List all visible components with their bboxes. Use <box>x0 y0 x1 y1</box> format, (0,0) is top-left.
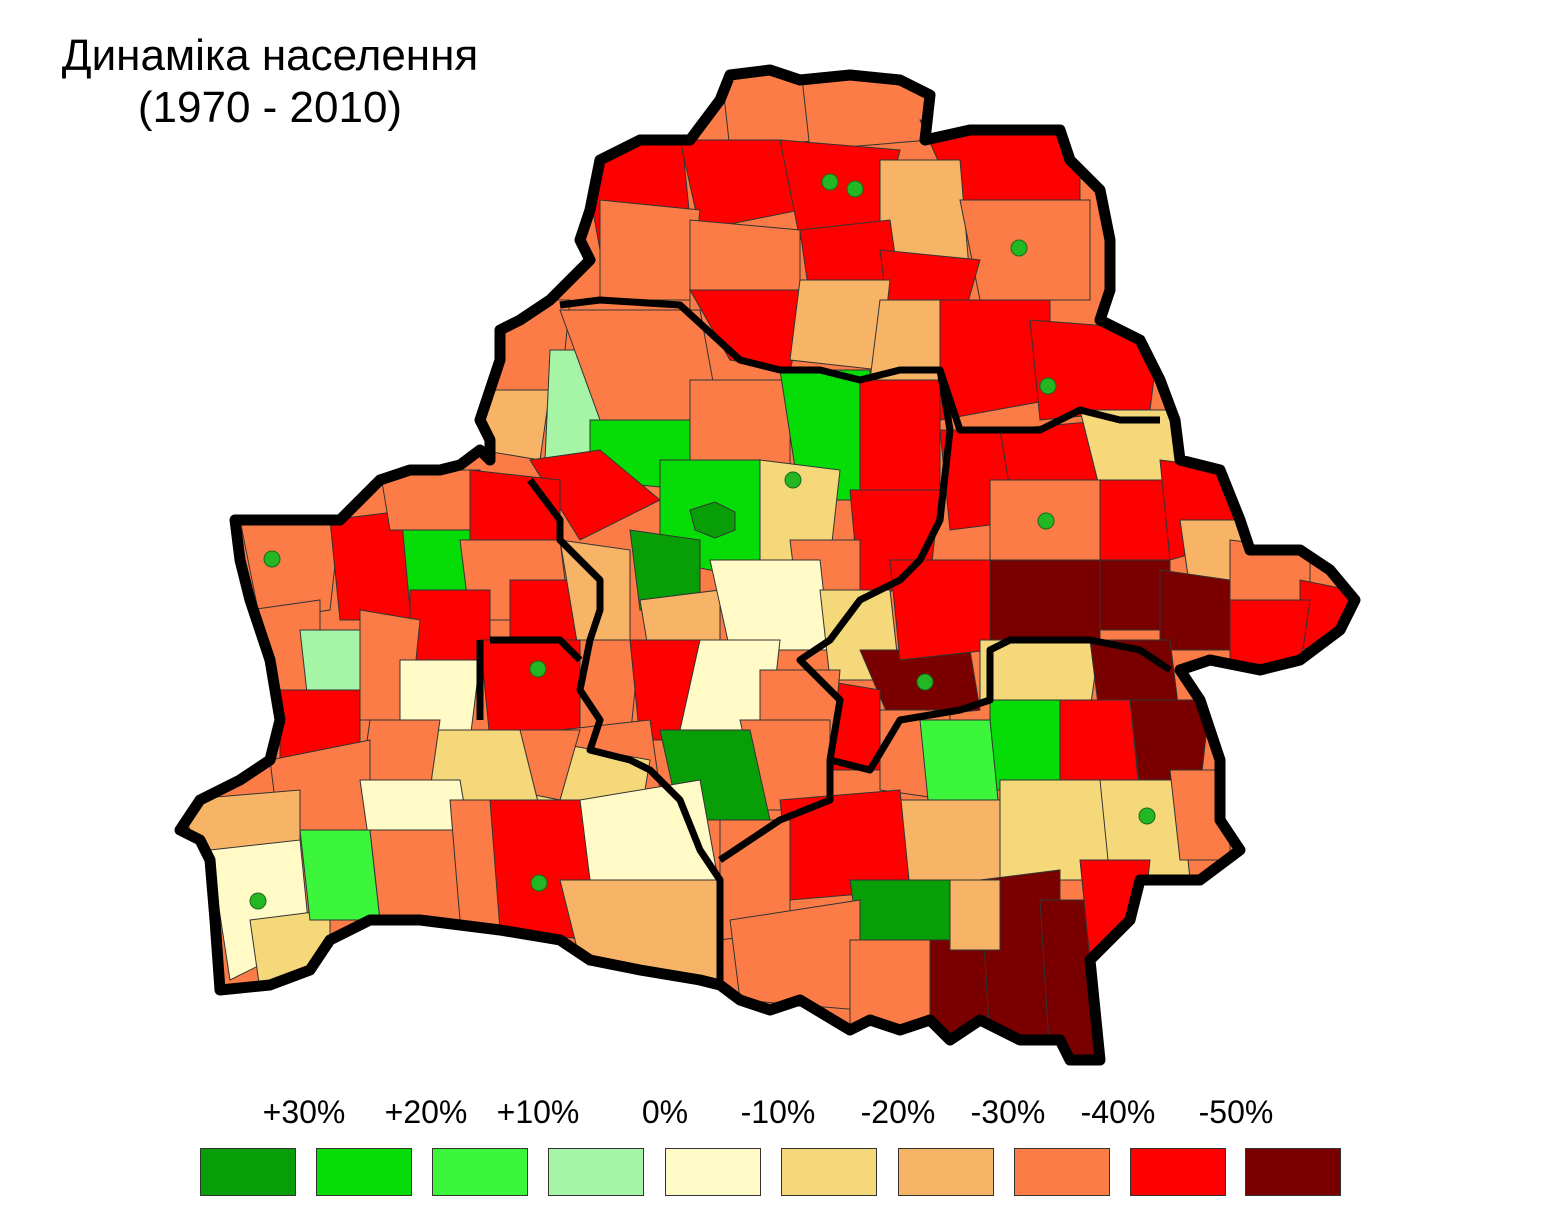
legend-swatch <box>548 1148 644 1196</box>
legend-label: +20% <box>384 1094 468 1130</box>
legend-label: -10% <box>740 1094 816 1130</box>
city-marker <box>249 892 267 910</box>
legend-swatch <box>200 1148 296 1196</box>
district-region <box>299 829 381 921</box>
legend-swatch <box>1014 1148 1110 1196</box>
legend-label: -50% <box>1198 1094 1274 1130</box>
district-region <box>1039 899 1101 1060</box>
city-marker <box>1010 239 1028 257</box>
district-region <box>599 199 701 301</box>
district-region <box>989 699 1061 791</box>
oblast-border-vitebsk <box>559 296 1160 434</box>
legend-swatch <box>1245 1148 1341 1196</box>
city-marker <box>1039 377 1057 395</box>
city-marker <box>916 673 934 691</box>
oblast-border-brest-gomel <box>718 760 834 863</box>
city-marker <box>529 660 547 678</box>
legend-label: +10% <box>496 1094 580 1130</box>
city-marker <box>784 471 802 489</box>
district-regions <box>180 70 1355 1060</box>
legend-label: -20% <box>860 1094 936 1130</box>
city-marker <box>263 550 281 568</box>
district-region <box>579 779 721 891</box>
legend-swatch <box>432 1148 528 1196</box>
map-title: Динаміка населення (1970 - 2010) <box>20 30 520 134</box>
city-marker <box>1037 512 1055 530</box>
oblast-borders <box>476 296 1172 985</box>
oblast-border-grodno-brest <box>490 636 583 663</box>
legend-label: +30% <box>262 1094 346 1130</box>
district-region <box>859 379 941 501</box>
legend-label: -30% <box>970 1094 1046 1130</box>
district-region <box>709 559 831 651</box>
district-region <box>1099 479 1171 571</box>
city-marker <box>846 180 864 198</box>
oblast-border-minsk-mogilev <box>796 369 1172 774</box>
district-region <box>479 639 581 741</box>
minsk-city-region <box>689 501 736 539</box>
oblast-border-grodno <box>527 477 724 985</box>
city-marker <box>821 173 839 191</box>
legend-swatch <box>1130 1148 1226 1196</box>
legend-label: 0% <box>641 1094 689 1130</box>
district-region <box>989 559 1101 641</box>
legend-label: -40% <box>1080 1094 1156 1130</box>
legend-swatch <box>665 1148 761 1196</box>
legend-swatch <box>316 1148 412 1196</box>
legend-swatch <box>781 1148 877 1196</box>
district-region <box>689 379 791 471</box>
city-markers <box>249 173 1156 910</box>
map-title-line-2: (1970 - 2010) <box>137 83 403 132</box>
district-region <box>1159 569 1231 651</box>
city-marker <box>1138 807 1156 825</box>
map-title-line-1: Динаміка населення <box>61 31 479 80</box>
population-change-map <box>0 0 1550 1090</box>
city-marker <box>530 874 548 892</box>
legend-swatch <box>898 1148 994 1196</box>
district-region <box>949 879 1001 951</box>
district-region <box>729 899 861 1011</box>
district-region <box>469 469 561 551</box>
